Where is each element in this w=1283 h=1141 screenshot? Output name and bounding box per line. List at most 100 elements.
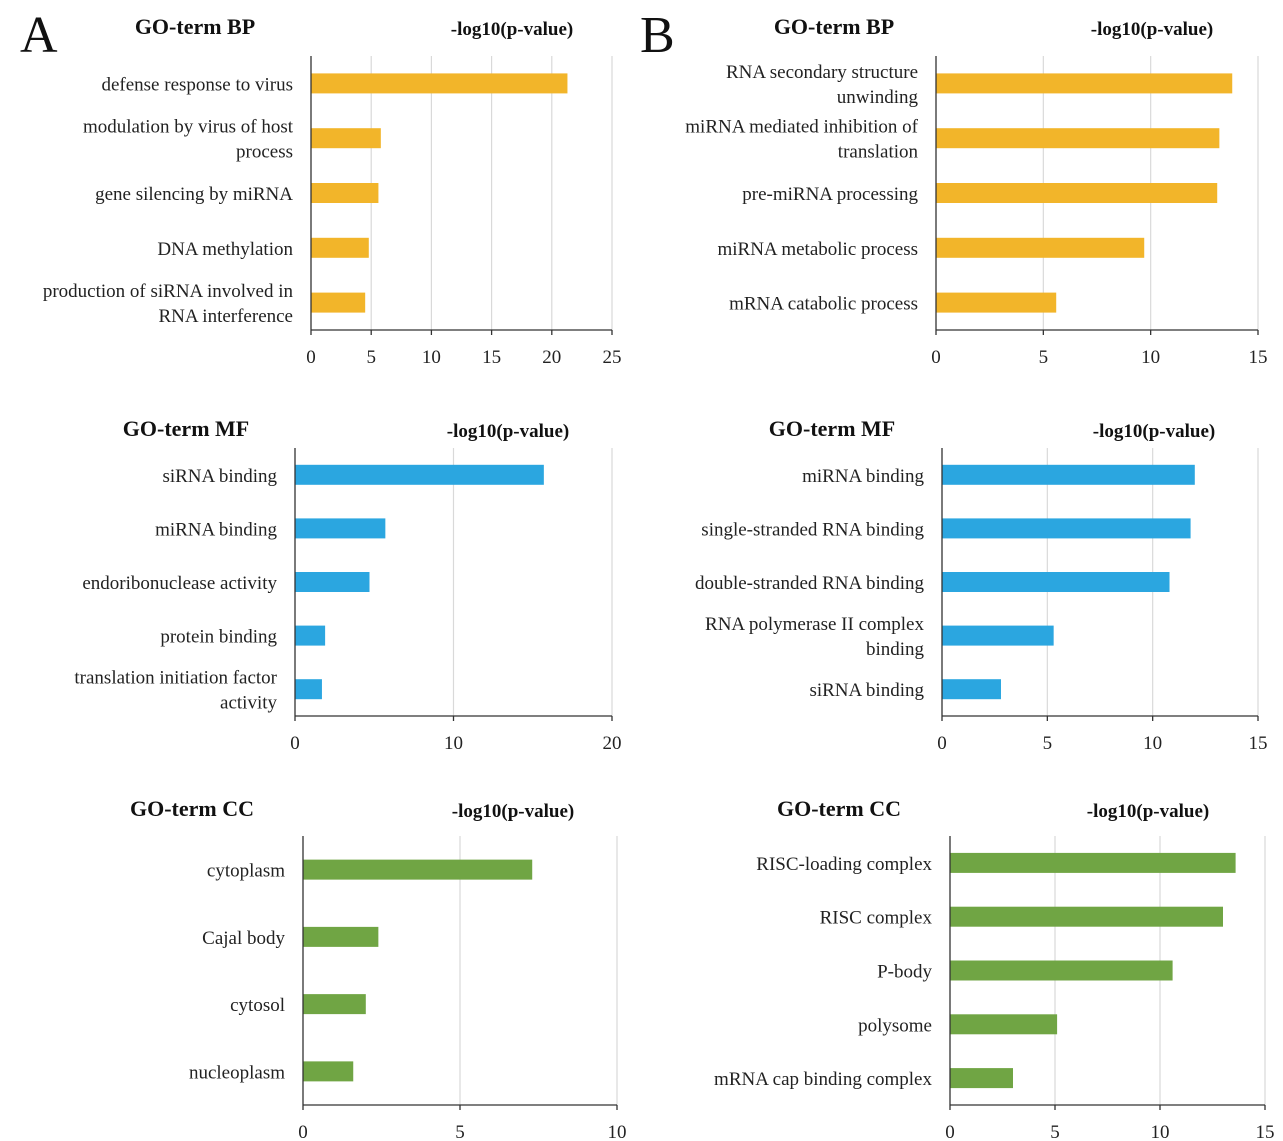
bar	[942, 679, 1001, 700]
category-label: modulation by virus of host process	[83, 117, 294, 163]
category-label: miRNA binding	[802, 466, 924, 487]
x-tick-label: 10	[444, 733, 463, 754]
x-tick-label: 5	[1039, 347, 1049, 368]
chart-a-cc: GO-term CC -log10(p-value) cytoplasm Cajal …	[130, 796, 627, 1141]
bar	[311, 292, 366, 313]
x-tick-label: 10	[608, 1122, 627, 1141]
bar	[950, 852, 1236, 873]
chart-b-cc: GO-term CC -log10(p-value) RISC-loading co…	[714, 796, 1274, 1141]
x-tick-label: 10	[422, 347, 441, 368]
chart-title: GO-term BP	[135, 14, 255, 39]
bar	[936, 292, 1057, 313]
category-label: double-stranded RNA binding	[695, 573, 925, 594]
category-label: RNA secondary structure unwinding	[726, 62, 919, 108]
x-axis-title: -log10(p-value)	[1091, 19, 1213, 40]
category-label: RNA polymerase II complex binding	[705, 614, 924, 660]
bar	[311, 73, 568, 94]
x-tick-label: 10	[1151, 1122, 1170, 1141]
category-label: miRNA binding	[155, 519, 277, 540]
bar	[311, 237, 369, 258]
bar	[950, 1014, 1058, 1035]
bar	[936, 183, 1218, 203]
x-tick-label: 10	[1143, 733, 1162, 754]
chart-title: GO-term CC	[130, 796, 254, 821]
category-label: DNA methylation	[157, 239, 293, 260]
category-label: cytoplasm	[207, 861, 285, 882]
chart-a-mf: GO-term MF -log10(p-value) siRNA binding mi…	[74, 416, 621, 754]
bar	[295, 572, 370, 592]
chart-b-bp: GO-term BP -log10(p-value) RNA secondary s…	[685, 14, 1267, 368]
panel-letter-a: A	[20, 7, 58, 64]
x-tick-label: 20	[542, 347, 561, 368]
chart-a-bp: GO-term BP -log10(p-value) defense respons…	[43, 14, 622, 368]
x-tick-label: 15	[1256, 1122, 1275, 1141]
category-label: miRNA metabolic process	[717, 239, 918, 260]
bar	[936, 73, 1233, 94]
bar	[942, 625, 1054, 646]
x-tick-label: 0	[290, 733, 300, 754]
category-label: nucleoplasm	[189, 1062, 285, 1083]
x-tick-label: 15	[1249, 733, 1268, 754]
x-tick-label: 5	[1043, 733, 1053, 754]
x-tick-label: 0	[937, 733, 947, 754]
category-label: endoribonuclease activity	[82, 573, 277, 594]
bar	[942, 572, 1170, 592]
bar	[311, 183, 379, 203]
chart-b-mf: GO-term MF -log10(p-value) miRNA binding si…	[695, 416, 1268, 754]
bar	[950, 960, 1173, 981]
category-label: miRNA mediated inhibition of translation	[685, 117, 918, 163]
bar	[303, 1061, 354, 1082]
bar	[936, 128, 1220, 149]
x-tick-label: 5	[366, 347, 376, 368]
chart-title: GO-term BP	[774, 14, 894, 39]
charts-layer: GO-term BP -log10(p-value) defense respons…	[43, 14, 1275, 1141]
chart-title: GO-term MF	[123, 416, 249, 441]
category-label: protein binding	[160, 627, 277, 648]
bar	[295, 679, 322, 700]
x-tick-label: 25	[603, 347, 622, 368]
bar	[303, 859, 533, 880]
category-label: siRNA binding	[809, 680, 924, 701]
bar	[295, 464, 544, 485]
bar	[311, 128, 381, 149]
x-tick-label: 0	[306, 347, 316, 368]
x-tick-label: 0	[298, 1122, 308, 1141]
category-label: gene silencing by miRNA	[95, 184, 293, 205]
chart-title: GO-term MF	[769, 416, 895, 441]
x-tick-label: 15	[482, 347, 501, 368]
bar	[303, 994, 366, 1015]
x-tick-label: 10	[1141, 347, 1160, 368]
bar	[295, 625, 326, 646]
bar	[942, 518, 1191, 539]
category-label: siRNA binding	[162, 466, 277, 487]
category-label: pre-miRNA processing	[742, 184, 918, 205]
category-label: mRNA catabolic process	[729, 294, 918, 315]
category-label: RISC complex	[820, 908, 933, 929]
bar	[950, 906, 1223, 927]
x-tick-label: 20	[603, 733, 622, 754]
chart-title: GO-term CC	[777, 796, 901, 821]
category-label: Cajal body	[202, 928, 285, 949]
category-label: RISC-loading complex	[756, 854, 932, 875]
x-axis-title: -log10(p-value)	[451, 19, 573, 40]
panel-letter-b: B	[640, 7, 675, 64]
x-tick-label: 5	[455, 1122, 465, 1141]
x-axis-title: -log10(p-value)	[1093, 421, 1215, 442]
category-label: cytosol	[230, 995, 285, 1016]
bar	[936, 237, 1145, 258]
x-tick-label: 0	[945, 1122, 955, 1141]
category-label: polysome	[858, 1015, 932, 1036]
category-label: mRNA cap binding complex	[714, 1069, 932, 1090]
category-label: single-stranded RNA binding	[701, 519, 924, 540]
category-label: translation initiation factor activity	[74, 668, 277, 714]
bar	[303, 926, 379, 947]
x-axis-title: -log10(p-value)	[447, 421, 569, 442]
x-tick-label: 15	[1249, 347, 1268, 368]
bar	[942, 464, 1195, 485]
x-tick-label: 5	[1050, 1122, 1060, 1141]
x-tick-label: 0	[931, 347, 941, 368]
x-axis-title: -log10(p-value)	[1087, 801, 1209, 822]
x-axis-title: -log10(p-value)	[452, 801, 574, 822]
bar	[295, 518, 386, 539]
